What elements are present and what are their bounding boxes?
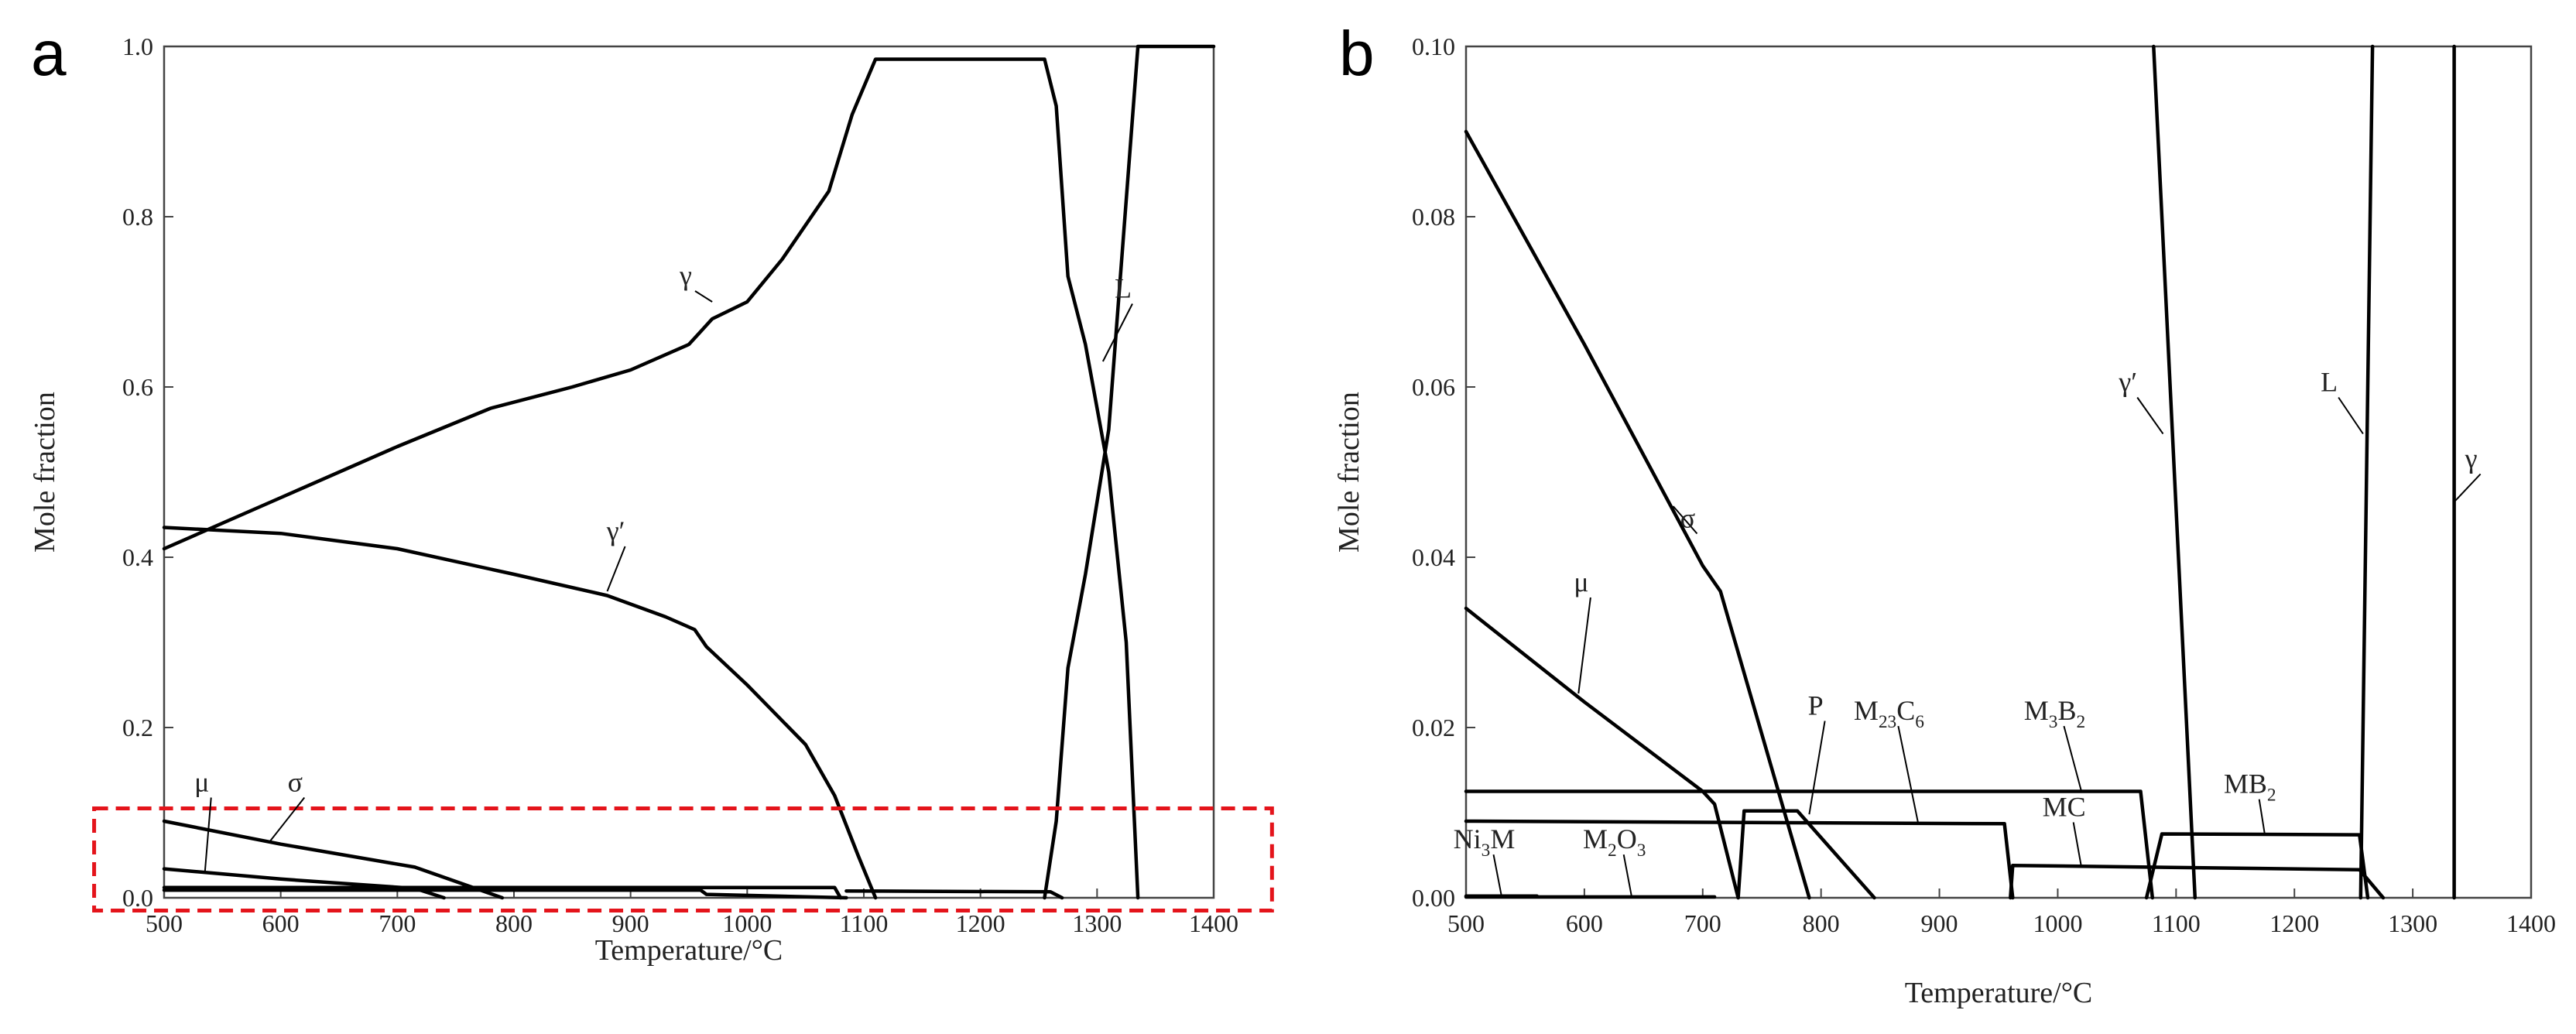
panel-b-y-tick-label: 0.10 [1412, 33, 1455, 60]
panel-b-series-line-m23c6 [1464, 819, 2015, 900]
panel-b-plot-frame [1464, 45, 2533, 899]
panel-a-series-line-gamma-prime [162, 526, 878, 900]
panel-b-annotation-p: P [1808, 690, 1824, 721]
panel-a-leader-line-mu [204, 797, 212, 873]
panel-a-x-tick-label: 1400 [1189, 909, 1238, 937]
panel-a-y-tick-label: 0.8 [122, 203, 153, 231]
panel-a-annotation-l: L [1115, 273, 1132, 304]
panel-a-x-tick-label: 600 [262, 909, 300, 937]
panel-b-x-tick-label: 600 [1566, 909, 1603, 937]
panel-b-y-tick-label: 0.06 [1412, 373, 1455, 401]
panel-b-annotation-gamma-prime: γ′ [2118, 367, 2137, 398]
panel-a-x-tick-label: 1000 [722, 909, 772, 937]
panel-b-series-line-l [2358, 44, 2375, 900]
panel-b-x-tick-label: 1000 [2033, 909, 2082, 937]
panel-b-leader-line-gamma-prime [2136, 396, 2164, 435]
panel-b-series-line-mb2 [2144, 832, 2370, 900]
panel-b-series-line-p [1736, 809, 1876, 900]
panel-b-leader-line-l [2338, 396, 2364, 435]
panel-a-x-tick-label: 1100 [840, 909, 889, 937]
panel-b-leader-line-sigma [1672, 505, 1698, 535]
panel-b-y-tick-label: 0.08 [1412, 203, 1455, 231]
panel-b-leader-line-mc [2072, 822, 2083, 868]
panel-a-annotation-gamma-prime: γ′ [606, 515, 625, 546]
panel-a-x-tick-label: 900 [612, 909, 649, 937]
panel-b-annotation-m2o3: M2O3 [1583, 823, 1646, 861]
panel-label-a: a [31, 19, 67, 89]
panel-b-leader-line-gamma [2453, 473, 2482, 503]
panel-a-y-tick-label: 0.4 [122, 543, 153, 571]
panel-a-series-line-l [1043, 44, 1216, 900]
chart-panel-b: 500 600 700 800 900 1000 1100 1200 1300 1400 0.00 0… [1333, 33, 2556, 1009]
panel-b-leader-line-p [1808, 721, 1826, 815]
panel-a-x-axis-label: Temperature/°C [595, 934, 783, 967]
panel-b-annotation-mb2: MB2 [2224, 769, 2276, 806]
panel-b-annotation-mu: μ [1574, 567, 1588, 597]
panel-b-leader-line-m2o3 [1622, 854, 1633, 898]
panel-b-annotation-mc: MC [2043, 791, 2086, 822]
panel-a-series-line-sigma [162, 819, 505, 900]
panel-b-series-line-m3b2 [1464, 789, 2155, 900]
panel-b-x-tick-label: 900 [1921, 909, 1958, 937]
panel-b-leader-line-m23c6 [1897, 725, 1920, 823]
panel-b-y-tick-label: 0.04 [1412, 543, 1455, 571]
panel-b-leader-line-m3b2 [2063, 725, 2082, 792]
panel-a-x-tick-label: 700 [379, 909, 416, 937]
panel-a-series-line-mu [162, 867, 446, 900]
panel-b-series-line-mc [2009, 863, 2386, 900]
panel-a-annotation-gamma: γ [679, 260, 692, 291]
panel-b-x-tick-label: 1300 [2388, 909, 2437, 937]
panel-a-y-tick-label: 0.0 [122, 884, 153, 912]
panel-b-annotation-ni3m: Ni3M [1454, 823, 1516, 861]
panel-b-annotation-gamma: γ [2465, 443, 2478, 474]
panel-a-annotation-mu: μ [194, 767, 209, 798]
panel-a-y-tick-label: 0.2 [122, 714, 153, 741]
panel-a-plot-frame [163, 45, 1215, 899]
panel-b-x-tick-label: 800 [1803, 909, 1840, 937]
panel-a-series-line-m23c6 [162, 888, 848, 900]
panel-b-x-tick-label: 1200 [2269, 909, 2319, 937]
panel-b-y-tick-label: 0.00 [1412, 884, 1455, 912]
panel-a-x-tick-label: 500 [146, 909, 183, 937]
panel-b-annotation-sigma: σ [1680, 503, 1695, 534]
panel-a-annotation-sigma: σ [288, 767, 303, 798]
panel-a-x-tick-label: 800 [495, 909, 533, 937]
panel-b-y-axis-label: Mole fraction [1333, 392, 1365, 553]
panel-label-b: b [1339, 19, 1375, 89]
panel-b-annotation-m3b2: M3B2 [2024, 695, 2085, 732]
panel-a-y-axis-label: Mole fraction [29, 392, 61, 553]
panel-b-leader-line-mu [1577, 597, 1591, 694]
panel-a-leader-line-l [1101, 303, 1133, 362]
panel-b-annotation-l: L [2321, 367, 2338, 398]
panel-b-annotation-m23c6: M23C6 [1854, 695, 1924, 732]
panel-b-x-tick-label: 500 [1447, 909, 1485, 937]
panel-a-series-line-mb2 [844, 888, 1064, 900]
panel-a-x-tick-label: 1200 [956, 909, 1005, 937]
panel-b-x-tick-label: 1100 [2152, 909, 2201, 937]
chart-panel-a: 500 600 700 800 900 1000 1100 1200 1300 1400 0.0 0.… [29, 33, 1274, 967]
panel-a-highlight-box [92, 806, 1274, 912]
panel-b-y-tick-label: 0.02 [1412, 714, 1455, 741]
panel-a-series-line-m3b2 [162, 885, 843, 900]
panel-b-series-line-gamma-prime [2152, 44, 2197, 900]
panel-a-x-tick-label: 1300 [1072, 909, 1122, 937]
panel-a-leader-line-gamma-prime [606, 546, 626, 592]
panel-a-leader-line-sigma [268, 796, 306, 844]
panel-b-series-line-sigma [1464, 129, 1811, 900]
panel-b-x-tick-label: 700 [1684, 909, 1721, 937]
panel-a-leader-line-gamma [694, 290, 713, 303]
panel-b-leader-line-ni3m [1492, 854, 1502, 896]
panel-b-leader-line-mb2 [2258, 799, 2266, 835]
panel-b-x-axis-label: Temperature/°C [1905, 977, 2093, 1009]
panel-b-x-tick-label: 1400 [2506, 909, 2556, 937]
panel-a-y-tick-label: 1.0 [122, 33, 153, 60]
panel-a-y-tick-label: 0.6 [122, 373, 153, 401]
panel-a-series-line-gamma [162, 57, 1140, 900]
